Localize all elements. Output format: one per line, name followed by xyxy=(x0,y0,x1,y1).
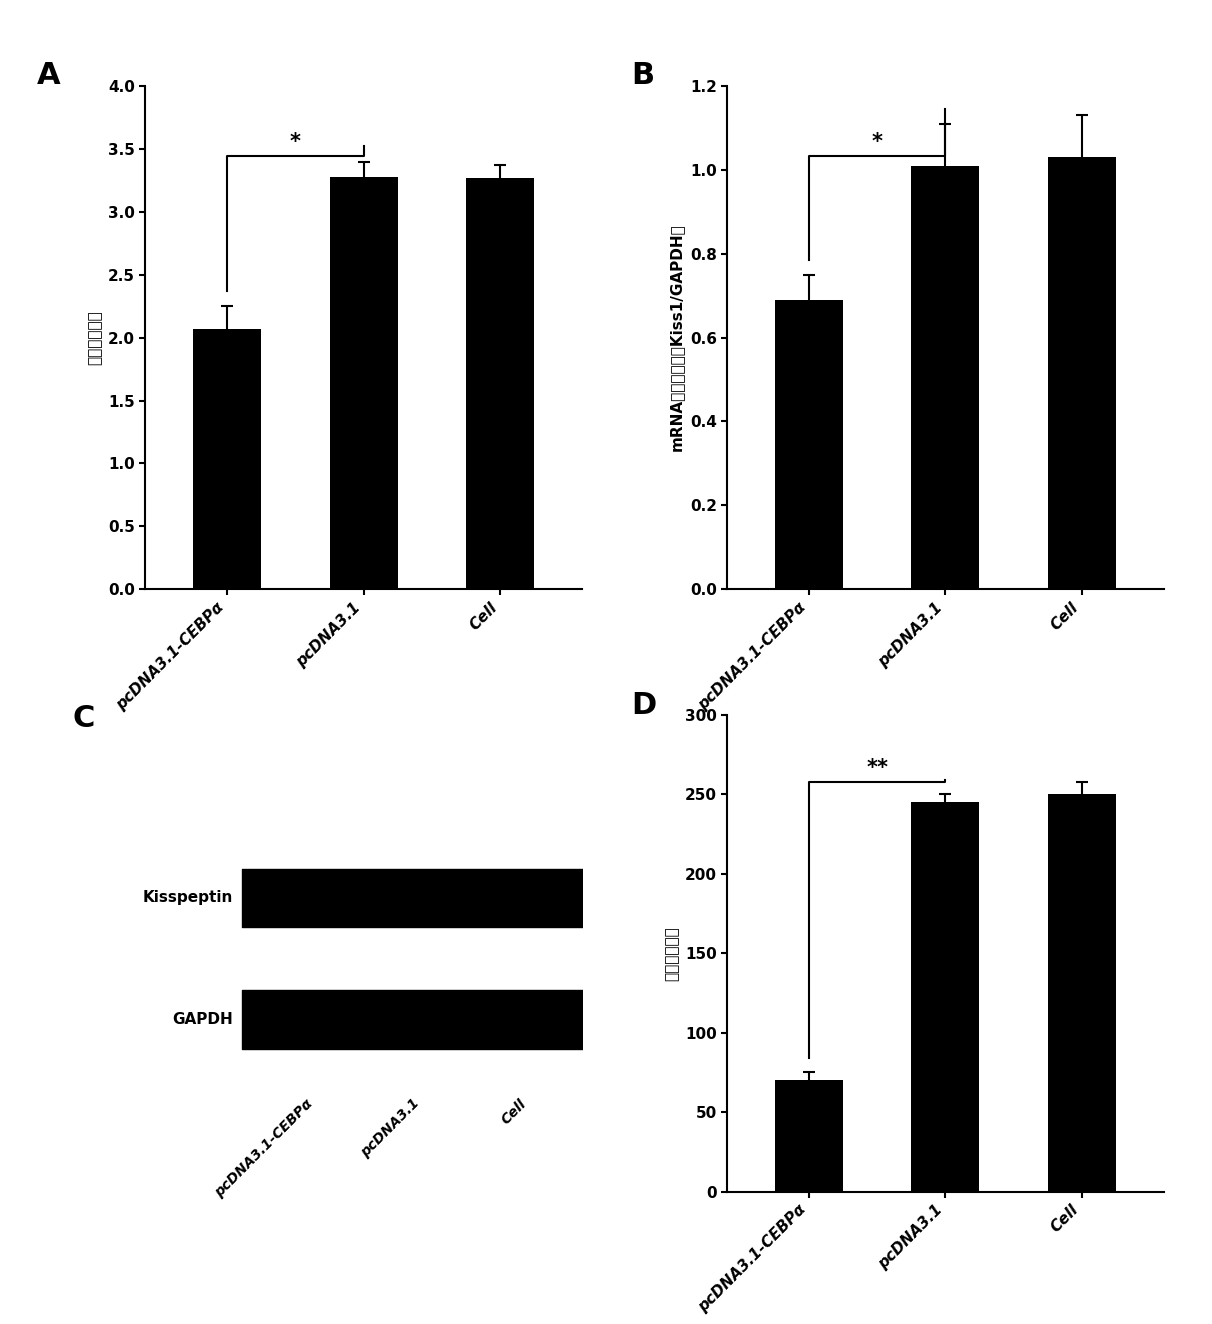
Y-axis label: 相对荧光活性: 相对荧光活性 xyxy=(87,310,103,365)
Bar xyxy=(1047,794,1116,1192)
Text: C: C xyxy=(73,704,95,733)
Bar xyxy=(330,176,398,589)
Y-axis label: mRNA相对表达量（Kiss1/GAPDH）: mRNA相对表达量（Kiss1/GAPDH） xyxy=(669,224,685,451)
Text: pcDNA3.1: pcDNA3.1 xyxy=(358,1096,422,1160)
Bar xyxy=(911,166,979,589)
Text: B: B xyxy=(631,61,654,90)
Bar xyxy=(774,1080,844,1192)
Text: Kisspeptin: Kisspeptin xyxy=(142,890,233,906)
Bar xyxy=(911,802,979,1192)
Text: GAPDH: GAPDH xyxy=(172,1012,233,1027)
Text: A: A xyxy=(36,61,59,90)
Bar xyxy=(1047,158,1116,589)
Text: D: D xyxy=(631,691,657,720)
Text: pcDNA3.1-CEBPα: pcDNA3.1-CEBPα xyxy=(212,1096,315,1200)
Bar xyxy=(774,299,844,589)
Text: *: * xyxy=(871,132,882,152)
Y-axis label: 相对光密度值: 相对光密度值 xyxy=(664,925,679,981)
Text: **: ** xyxy=(867,757,888,779)
Text: Cell: Cell xyxy=(498,1096,528,1127)
Bar xyxy=(465,177,534,589)
Text: *: * xyxy=(290,132,301,152)
Bar xyxy=(193,328,262,589)
